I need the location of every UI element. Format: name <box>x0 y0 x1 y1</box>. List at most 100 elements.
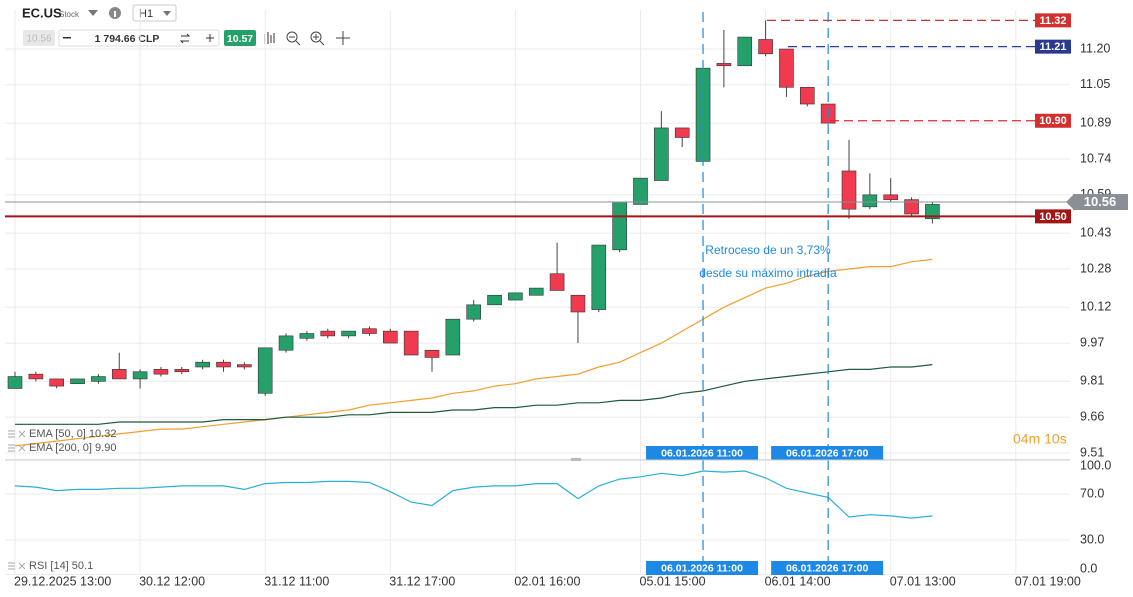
y-tick-label: 9.66 <box>1080 409 1104 423</box>
candle-body <box>257 347 273 394</box>
legend-entry: EMA [200, 0] 9.90 <box>29 442 116 454</box>
zoom-in-icon-lines <box>313 34 325 46</box>
candle-body <box>674 127 690 138</box>
candle-body <box>111 369 127 380</box>
candle-body <box>70 378 85 385</box>
candle-body <box>341 330 356 337</box>
symbol[interactable]: EC.US <box>22 5 62 20</box>
candle-body <box>362 328 377 334</box>
candle-body <box>7 376 23 389</box>
y-tick-label: 9.51 <box>1080 445 1104 459</box>
legend-remove[interactable] <box>18 562 26 570</box>
y-tick-label: 11.20 <box>1080 41 1110 55</box>
indicator-line <box>15 364 933 425</box>
last-price-label: 10.56 <box>1084 194 1117 209</box>
zoom-out-icon[interactable] <box>286 31 298 43</box>
interval-arrow <box>163 11 171 16</box>
y-tick-label: 10.89 <box>1080 115 1111 129</box>
price-tag <box>1035 113 1071 128</box>
candle-body <box>299 333 315 339</box>
candle-body <box>320 330 336 337</box>
y-tick-label: 30.0 <box>1080 532 1104 546</box>
annotation: Retroceso de un 3,73% <box>705 243 831 257</box>
candle-body <box>132 371 148 380</box>
candle-body <box>883 194 899 200</box>
x-tick-label: 05.01 15:00 <box>640 574 706 588</box>
y-tick-label: 0.0 <box>1080 561 1097 575</box>
plus-icon[interactable] <box>206 34 214 42</box>
x-tick-label: 07.01 19:00 <box>1015 574 1081 588</box>
candle-body <box>153 369 169 375</box>
candle-body <box>91 376 106 382</box>
legend-handle <box>8 444 15 452</box>
price-tag-label: 11.21 <box>1040 41 1067 53</box>
info-icon-bar <box>114 11 116 17</box>
legend-remove[interactable] <box>18 444 26 452</box>
candle-body <box>612 201 627 251</box>
candle-body <box>445 318 461 356</box>
y-tick-label: 10.43 <box>1080 225 1111 239</box>
pan-icon[interactable] <box>336 31 350 45</box>
candle-body <box>633 177 648 205</box>
price-tag <box>1035 209 1071 224</box>
legend-entry: EMA [50, 0] 10.32 <box>29 428 116 440</box>
panel-resize-handle[interactable] <box>571 458 581 461</box>
chart-type-icon[interactable] <box>264 32 275 44</box>
x-tick-label: 07.01 13:00 <box>890 574 956 588</box>
y-tick-label: 70.0 <box>1080 486 1104 500</box>
y-tick-label: 9.97 <box>1080 335 1104 349</box>
candle-body <box>528 287 544 296</box>
indicator-line <box>14 258 933 447</box>
candle-body <box>737 36 753 67</box>
time-badge-label: 06.01.2026 11:00 <box>661 562 743 574</box>
candle-body <box>466 304 482 320</box>
price-tag <box>1035 13 1071 28</box>
candle-body <box>487 294 502 306</box>
x-tick-label: 02.01 16:00 <box>514 574 580 588</box>
candle-body <box>403 330 419 356</box>
time-badge <box>771 561 884 575</box>
candle-body <box>779 48 794 88</box>
price-tag-label: 10.90 <box>1039 115 1067 127</box>
plot <box>7 20 940 519</box>
candle-body <box>49 378 65 387</box>
candle-body <box>195 361 210 368</box>
candle-countdown: 04m 10s <box>1013 431 1067 447</box>
candle-body <box>278 335 294 351</box>
buy-button[interactable] <box>224 30 256 46</box>
x-tick-label: 31.12 17:00 <box>389 574 455 588</box>
minus-icon[interactable] <box>63 37 71 39</box>
candle-body <box>28 373 44 380</box>
x-tick-label: 31.12 11:00 <box>264 574 329 588</box>
legend-remove[interactable] <box>18 430 26 438</box>
zoom-in-icon[interactable] <box>310 31 322 43</box>
volume: 1 794.66 CLP <box>95 33 160 45</box>
price-tag-label: 11.32 <box>1040 15 1067 27</box>
indicator-line <box>14 470 933 519</box>
zoom-out-icon-lines <box>289 36 301 46</box>
candle-body <box>382 330 398 344</box>
interval: H1 <box>139 8 153 20</box>
interval-select[interactable] <box>132 4 177 22</box>
time-badge-label: 06.01.2026 17:00 <box>786 447 868 459</box>
volume-box[interactable] <box>58 29 220 47</box>
y-tick-label: 11.05 <box>1080 77 1110 91</box>
sell-button[interactable] <box>23 30 55 46</box>
price-tag-label: 10.50 <box>1039 211 1067 223</box>
candle-body <box>925 204 940 220</box>
candle-body <box>758 39 773 55</box>
time-badge <box>771 446 884 460</box>
y-tick-label: 10.74 <box>1080 151 1111 165</box>
candle-body <box>591 244 607 310</box>
instrument-kind: Stock <box>59 10 80 19</box>
bid-price: 10.56 <box>26 34 51 45</box>
candle-body <box>216 361 231 368</box>
x-tick-label: 29.12.2025 13:00 <box>14 574 111 588</box>
candle-body <box>424 349 440 358</box>
candle-body <box>654 127 669 181</box>
swap-icon[interactable] <box>179 33 191 44</box>
candle-body <box>549 273 565 291</box>
dropdown-arrow[interactable] <box>88 10 98 16</box>
